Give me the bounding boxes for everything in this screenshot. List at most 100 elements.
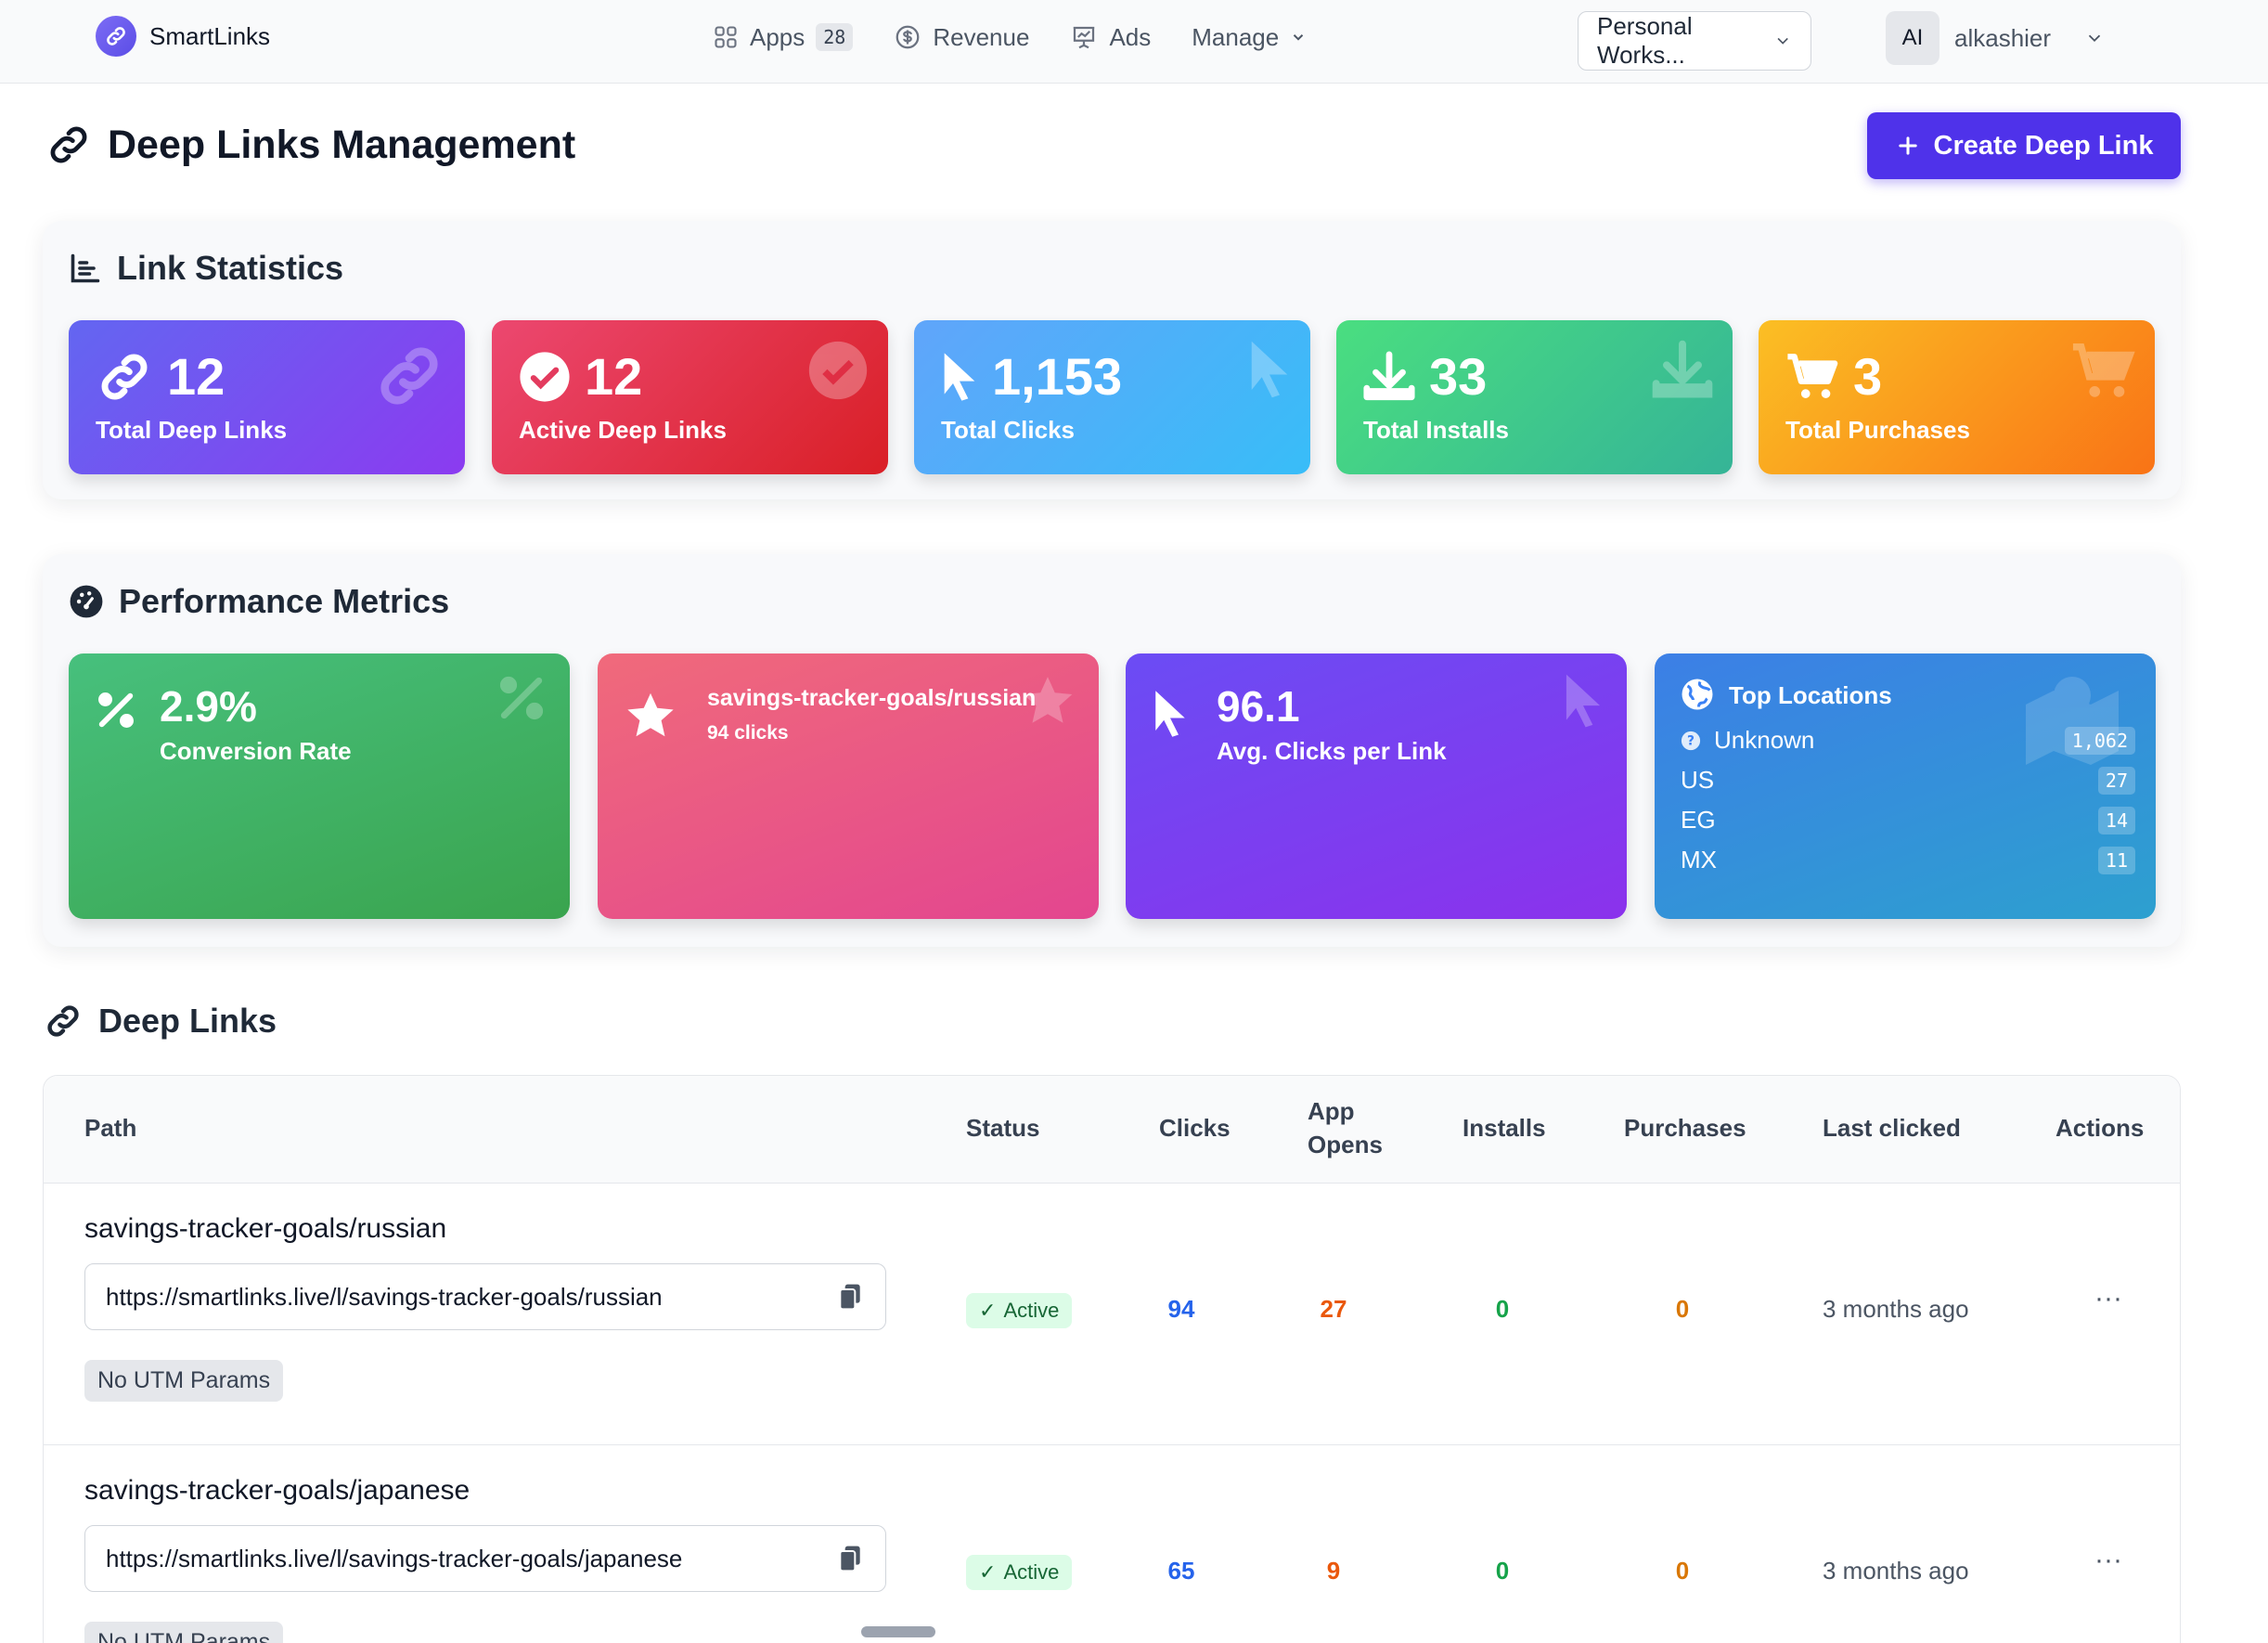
link-url-field[interactable]: https://smartlinks.live/l/savings-tracke… [84,1525,886,1592]
app-opens-value: 9 [1326,1557,1341,1585]
copy-icon[interactable] [835,1282,865,1312]
nav-apps[interactable]: Apps 28 [713,19,854,56]
stat-value: 3 [1853,347,1883,406]
stat-card-total-purchases[interactable]: 3 Total Purchases [1759,320,2155,474]
brand-name: SmartLinks [149,21,271,50]
check-icon: ✓ [979,1560,997,1584]
column-clicks[interactable]: Clicks [1159,1114,1231,1142]
link-url: https://smartlinks.live/l/savings-tracke… [106,1282,663,1311]
location-count: 11 [2097,846,2135,874]
purchases-value: 0 [1675,1295,1690,1323]
stat-value: 33 [1429,347,1488,406]
deep-links-table: Path Status Clicks App Opens Installs Pu… [43,1075,2181,1643]
stat-card-total-links[interactable]: 12 Total Deep Links [69,320,465,474]
nav-revenue[interactable]: Revenue [894,19,1029,56]
top-locations-card[interactable]: Top Locations ? Unknown 1,062 US 27 EG 1… [1655,653,2156,919]
globe-icon [1682,679,1713,710]
status-badge: ✓ Active [966,1293,1073,1328]
workspace-label: Personal Works... [1597,12,1693,69]
create-button-label: Create Deep Link [1933,130,2154,161]
cursor-icon [1251,341,1288,398]
location-name: US [1681,766,1715,794]
nav-ads[interactable]: Ads [1070,19,1151,56]
presentation-icon [1074,26,1095,49]
column-purchases[interactable]: Purchases [1624,1114,1746,1142]
top-link-path: savings-tracker-goals/russian [707,685,1037,711]
top-link-card[interactable]: savings-tracker-goals/russian 94 clicks [598,653,1099,919]
link-url-field[interactable]: https://smartlinks.live/l/savings-tracke… [84,1263,886,1330]
stat-label: Active Deep Links [519,416,727,444]
purchases-value: 0 [1675,1557,1690,1585]
performance-metrics-section: Performance Metrics 2.9% Conversion Rate… [43,554,2181,947]
location-count: 1,062 [2064,726,2135,755]
avg-clicks-card[interactable]: 96.1 Avg. Clicks per Link [1126,653,1627,919]
column-last-clicked[interactable]: Last clicked [1823,1114,1961,1142]
stat-value: 12 [167,347,226,406]
percent-icon [499,676,544,720]
last-clicked-value: 3 months ago [1823,1557,1969,1585]
check-circle-icon [520,351,570,402]
stat-card-total-installs[interactable]: 33 Total Installs [1336,320,1733,474]
star-icon [1023,677,1073,723]
cursor-icon [1566,674,1601,728]
gauge-icon [70,585,103,618]
link-icon [380,347,438,405]
location-row: ? Unknown 1,062 [1681,726,2135,755]
create-deep-link-button[interactable]: Create Deep Link [1867,112,2181,179]
link-icon [101,354,148,399]
more-actions-button[interactable]: ··· [2094,1545,2122,1575]
column-app-opens[interactable]: App Opens [1308,1094,1383,1161]
link-path[interactable]: savings-tracker-goals/japanese [84,1475,470,1506]
chevron-down-icon [2088,34,2101,43]
nav-manage-label: Manage [1192,22,1280,51]
user-menu[interactable]: AI alkashier [1886,11,2105,65]
workspace-select[interactable]: Personal Works... [1578,11,1811,71]
section-title: Performance Metrics [69,582,449,621]
stat-label: Total Purchases [1785,416,1970,444]
copy-icon[interactable] [835,1544,865,1573]
section-title: Link Statistics [69,249,343,288]
cart-icon [2072,343,2135,397]
link-path[interactable]: savings-tracker-goals/russian [84,1213,447,1244]
column-app-opens-line2: Opens [1308,1131,1383,1158]
cursor-icon [944,352,975,401]
plus-icon [1898,136,1917,155]
apps-count-badge: 28 [816,23,854,51]
scroll-handle[interactable] [861,1626,935,1637]
stat-card-active-links[interactable]: 12 Active Deep Links [492,320,888,474]
column-installs[interactable]: Installs [1463,1114,1546,1142]
status-text: Active [1003,1560,1060,1584]
top-locations-title: Top Locations [1729,681,1892,709]
deep-links-title: Deep Links [43,1001,277,1041]
column-status[interactable]: Status [966,1114,1040,1142]
stat-label: Total Deep Links [96,416,288,444]
location-name: Unknown [1714,726,1815,754]
cursor-icon [1155,691,1185,737]
download-icon [1652,340,1713,398]
cart-icon [1787,353,1838,398]
map-icon [2026,677,2119,765]
installs-value: 0 [1495,1295,1510,1323]
stat-card-total-clicks[interactable]: 1,153 Total Clicks [914,320,1310,474]
stat-label: Total Clicks [941,416,1076,444]
grid-icon [715,26,737,48]
top-link-clicks: 94 clicks [707,722,789,744]
nav-manage[interactable]: Manage [1192,19,1307,56]
conversion-rate-card[interactable]: 2.9% Conversion Rate [69,653,570,919]
column-path[interactable]: Path [84,1114,137,1142]
stats-title: Link Statistics [117,249,344,287]
top-navbar: SmartLinks Apps 28 Revenue Ads Manage [0,0,2268,84]
status-text: Active [1003,1299,1060,1322]
check-circle-icon [808,341,868,400]
more-actions-button[interactable]: ··· [2094,1283,2122,1313]
brand-logo-icon [96,16,136,57]
check-icon: ✓ [979,1299,997,1322]
table-row: savings-tracker-goals/russian https://sm… [44,1184,2180,1445]
app-opens-value: 27 [1320,1295,1347,1323]
chevron-down-icon [1294,34,1304,41]
last-clicked-value: 3 months ago [1823,1295,1969,1323]
dollar-circle-icon [896,25,920,49]
deep-links-title-text: Deep Links [98,1002,277,1040]
link-url: https://smartlinks.live/l/savings-tracke… [106,1544,683,1572]
brand[interactable]: SmartLinks [96,16,270,57]
